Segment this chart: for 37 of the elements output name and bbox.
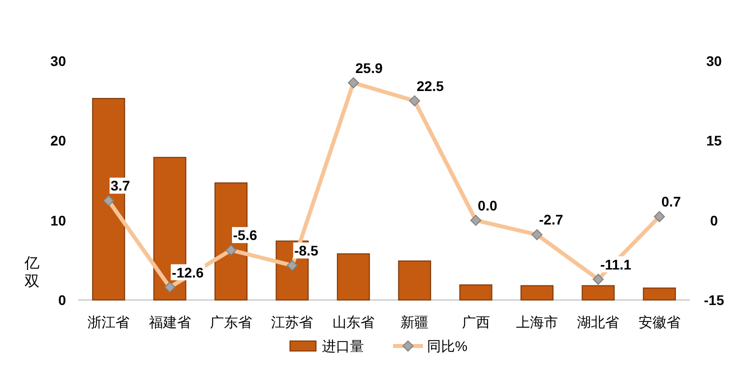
data-label: -12.6 xyxy=(172,264,204,280)
bar xyxy=(336,253,370,300)
y2-tick-label: 15 xyxy=(706,132,722,149)
y-tick-label: 30 xyxy=(50,53,66,69)
data-label: 0.0 xyxy=(478,197,498,214)
data-label: 3.7 xyxy=(110,178,130,194)
data-label: 0.7 xyxy=(661,194,682,210)
x-tick-label: 浙江省 xyxy=(88,314,130,330)
x-tick-label: 湖北省 xyxy=(577,314,620,330)
bar xyxy=(398,260,432,300)
bar xyxy=(642,288,676,300)
x-tick-label: 广西 xyxy=(462,314,490,330)
data-label: -5.6 xyxy=(233,227,258,244)
bar xyxy=(459,284,492,300)
data-label: 25.9 xyxy=(355,60,383,76)
bar xyxy=(582,285,615,300)
x-tick-label: 福建省 xyxy=(148,314,191,330)
y2-tick-label: 30 xyxy=(706,53,722,69)
y2-tick-label: -15 xyxy=(704,292,724,308)
legend-label: 同比% xyxy=(427,338,468,354)
legend-label: 进口量 xyxy=(322,338,364,354)
data-label: -8.5 xyxy=(294,242,319,258)
x-tick-label: 山东省 xyxy=(332,314,374,330)
x-tick-label: 江苏省 xyxy=(271,314,314,330)
y-tick-label: 20 xyxy=(50,132,66,149)
data-label: -11.1 xyxy=(600,256,632,272)
x-tick-label: 新疆 xyxy=(400,314,429,330)
y-tick-label: 10 xyxy=(50,212,66,228)
bar xyxy=(520,285,554,300)
data-label: -2.7 xyxy=(539,212,564,228)
y-tick-label: 0 xyxy=(58,292,66,308)
y-axis-title: 亿双 xyxy=(24,255,40,290)
x-tick-label: 安徽省 xyxy=(638,314,680,330)
x-tick-label: 上海市 xyxy=(516,314,558,330)
data-label: 22.5 xyxy=(416,78,444,94)
x-tick-label: 广东省 xyxy=(210,314,252,330)
y2-tick-label: 0 xyxy=(710,212,718,228)
